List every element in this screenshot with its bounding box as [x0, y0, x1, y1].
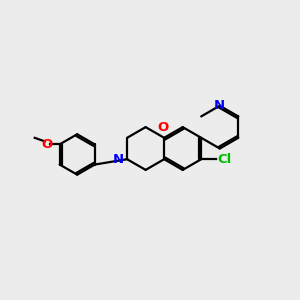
Text: Cl: Cl: [218, 153, 232, 166]
Text: N: N: [113, 153, 124, 166]
Text: N: N: [214, 99, 225, 112]
Text: O: O: [157, 121, 168, 134]
Text: O: O: [42, 138, 53, 151]
